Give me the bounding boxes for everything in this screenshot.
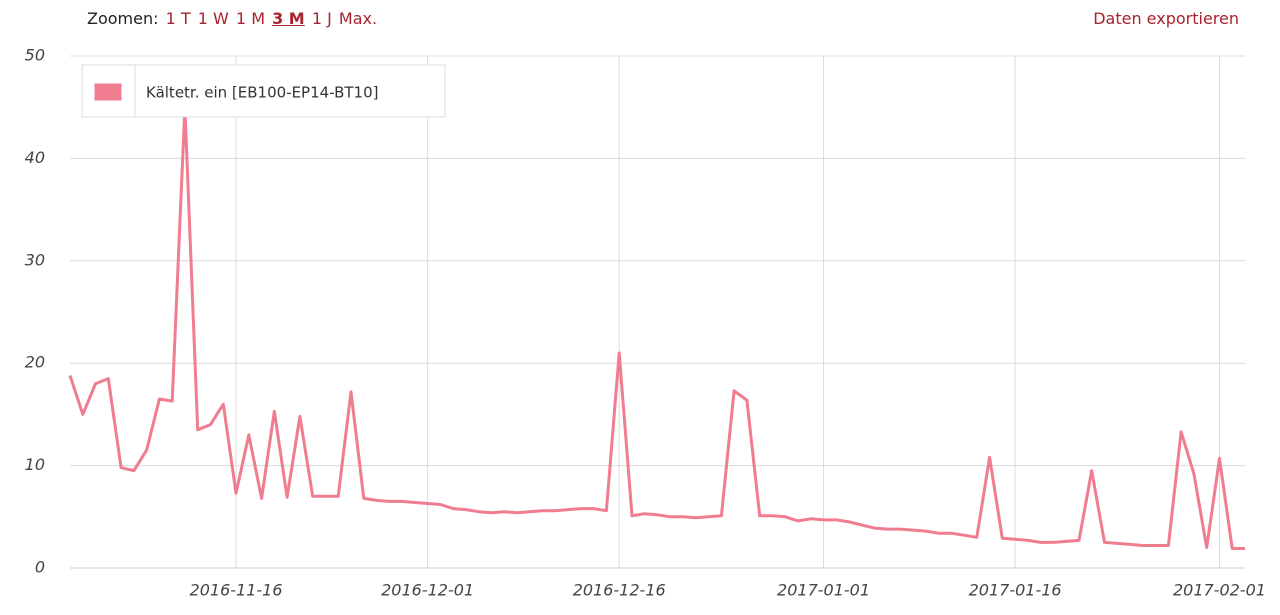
zoom-bar: Zoomen: 1 T 1 W 1 M 3 M 1 J Max. xyxy=(87,9,377,28)
x-tick-label: 2016-11-16 xyxy=(190,581,283,600)
legend-text: Kältetr. ein [EB100-EP14-BT10] xyxy=(146,84,378,102)
y-tick-label: 50 xyxy=(25,46,45,65)
x-tick-label: 2017-02-01 xyxy=(1173,581,1266,600)
series-line xyxy=(68,105,1245,550)
zoom-option[interactable]: 1 J xyxy=(311,9,332,28)
zoom-option[interactable]: 3 M xyxy=(272,9,305,28)
x-tick-label: 2016-12-16 xyxy=(573,581,666,600)
zoom-option[interactable]: 1 M xyxy=(235,9,265,28)
y-tick-label: 20 xyxy=(25,353,45,372)
legend-box xyxy=(81,64,446,118)
x-tick-label: 2017-01-16 xyxy=(969,581,1062,600)
zoom-label: Zoomen: xyxy=(87,9,159,28)
zoom-option[interactable]: 1 T xyxy=(165,9,191,28)
zoom-option[interactable]: 1 W xyxy=(197,9,229,28)
toolbar: Zoomen: 1 T 1 W 1 M 3 M 1 J Max. Daten e… xyxy=(0,0,1280,40)
x-tick-label: 2016-12-01 xyxy=(381,581,474,600)
y-tick-label: 10 xyxy=(25,455,45,474)
zoom-option[interactable]: Max. xyxy=(338,9,378,28)
legend-swatch xyxy=(93,82,123,102)
y-tick-label: 0 xyxy=(35,558,45,577)
y-tick-label: 40 xyxy=(25,148,45,167)
y-tick-label: 30 xyxy=(25,250,45,269)
export-link[interactable]: Daten exportieren xyxy=(1093,9,1239,28)
chart: 0 10 20 30 40 50 2016-11-16 2016-12-01 2016-12-1… xyxy=(25,46,1266,600)
x-tick-label: 2017-01-01 xyxy=(777,581,870,600)
legend: Kältetr. ein [EB100-EP14-BT10] xyxy=(81,64,446,118)
